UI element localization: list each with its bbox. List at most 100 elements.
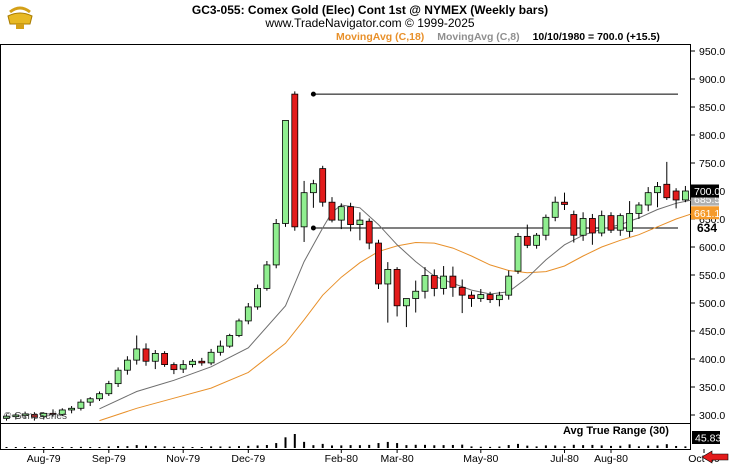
y-tick-label: 400.0 <box>699 354 725 366</box>
candle-body[interactable] <box>589 218 596 234</box>
candle-body[interactable] <box>282 120 289 224</box>
candle-body[interactable] <box>77 401 85 409</box>
atr-bar <box>498 446 501 448</box>
atr-bar <box>396 443 399 448</box>
atr-bar <box>89 447 92 448</box>
candle-body[interactable] <box>523 235 531 246</box>
candle-body[interactable] <box>644 192 652 206</box>
candle-body[interactable] <box>654 186 661 194</box>
atr-bar <box>265 445 268 448</box>
candle-body[interactable] <box>300 192 308 228</box>
atr-bar <box>600 445 603 448</box>
candle-body[interactable] <box>3 415 10 419</box>
candle-body[interactable] <box>263 264 271 289</box>
candle-body[interactable] <box>235 320 243 336</box>
candle-body[interactable] <box>672 190 680 201</box>
candle-body[interactable] <box>635 204 643 214</box>
candle-body[interactable] <box>616 215 624 231</box>
candle-body[interactable] <box>440 275 448 289</box>
candle-body[interactable] <box>40 412 48 418</box>
candle-body[interactable] <box>384 268 392 285</box>
candle-body[interactable] <box>170 364 178 371</box>
trade-navigator-logo <box>2 2 38 32</box>
candle-body[interactable] <box>468 294 475 299</box>
atr-bar <box>70 447 73 448</box>
atr-bar <box>684 446 687 448</box>
candle-body[interactable] <box>21 413 29 416</box>
candle-body[interactable] <box>533 234 540 246</box>
candle-body[interactable] <box>365 220 373 244</box>
candle-body[interactable] <box>124 359 131 371</box>
candle-body[interactable] <box>477 294 485 299</box>
candle-body[interactable] <box>402 298 410 307</box>
candle-body[interactable] <box>607 215 615 231</box>
candle-body[interactable] <box>216 345 224 353</box>
candle-body[interactable] <box>12 414 20 418</box>
candle-body[interactable] <box>189 360 196 365</box>
candle-body[interactable] <box>514 235 522 272</box>
candle-body[interactable] <box>375 242 382 285</box>
candle-body[interactable] <box>179 364 187 370</box>
candle-body[interactable] <box>505 275 513 296</box>
candle-body[interactable] <box>198 360 206 364</box>
candle-body[interactable] <box>430 275 438 289</box>
candle-body[interactable] <box>551 201 559 218</box>
candle-body[interactable] <box>561 201 568 205</box>
candle-body[interactable] <box>682 190 689 201</box>
candle-body[interactable] <box>105 383 113 395</box>
candle-body[interactable] <box>291 93 299 228</box>
candle-body[interactable] <box>598 215 606 234</box>
y-tick-label: 800.0 <box>699 130 725 142</box>
candle-body[interactable] <box>356 219 364 225</box>
candle-body[interactable] <box>486 294 494 301</box>
candle-body[interactable] <box>393 268 401 307</box>
candle-body[interactable] <box>570 214 578 236</box>
candle-body[interactable] <box>133 348 141 361</box>
candle-body[interactable] <box>58 409 66 415</box>
candle-body[interactable] <box>161 352 169 365</box>
candle-body[interactable] <box>319 168 327 203</box>
scroll-arrow-icon[interactable] <box>701 450 729 464</box>
candle-body[interactable] <box>254 288 262 308</box>
candle-body[interactable] <box>114 369 122 385</box>
atr-bar <box>647 445 650 448</box>
candle-body[interactable] <box>96 393 103 400</box>
y-tick-label: 900.0 <box>699 74 725 86</box>
candle-body[interactable] <box>244 306 252 322</box>
candle-body[interactable] <box>68 407 75 411</box>
candle-body[interactable] <box>663 183 671 199</box>
candle-body[interactable] <box>337 206 345 221</box>
atr-bar <box>256 445 259 448</box>
candle-body[interactable] <box>328 201 336 221</box>
atr-bar <box>107 446 110 448</box>
indicator-legend: MovingAvg (C,18) MovingAvg (C,8) 10/10/1… <box>336 31 670 43</box>
atr-bar <box>563 446 566 448</box>
candle-body[interactable] <box>421 275 429 292</box>
candle-body[interactable] <box>49 412 57 415</box>
candle-body[interactable] <box>626 212 633 232</box>
candle-body[interactable] <box>542 216 550 236</box>
candle-body[interactable] <box>309 183 317 194</box>
ma-slow-price-box <box>691 206 719 220</box>
candle-body[interactable] <box>579 218 587 236</box>
atr-bar <box>42 447 45 448</box>
candle-body[interactable] <box>458 286 466 296</box>
atr-bar <box>135 445 138 448</box>
marker-price-label: 634 <box>697 221 717 235</box>
candle-body[interactable] <box>347 206 355 225</box>
candle-body[interactable] <box>86 398 94 403</box>
x-tick-label: Mar-80 <box>380 453 413 465</box>
y-tick-label: 950.0 <box>699 46 725 58</box>
candle-body[interactable] <box>30 414 38 418</box>
candle-body[interactable] <box>151 352 159 362</box>
atr-bar <box>24 447 27 448</box>
candle-body[interactable] <box>495 294 503 301</box>
candle-body[interactable] <box>272 223 280 266</box>
candle-body[interactable] <box>142 348 150 362</box>
candle-body[interactable] <box>449 275 457 288</box>
candle-body[interactable] <box>226 335 234 347</box>
candle-body[interactable] <box>412 290 420 299</box>
candle-body[interactable] <box>207 351 215 364</box>
atr-bar <box>163 446 166 448</box>
